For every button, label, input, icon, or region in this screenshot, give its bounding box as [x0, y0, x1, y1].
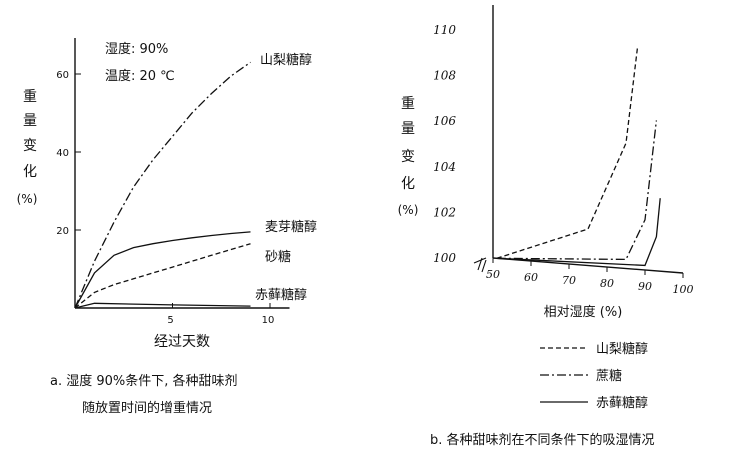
- series-line-2: [74, 243, 251, 309]
- x-axis-label: 经过天数: [154, 334, 210, 350]
- humidity-annotation: 湿度: 90%: [105, 41, 168, 57]
- series-line-0: [74, 61, 251, 309]
- y-tick-label: 100: [433, 251, 456, 265]
- series-line-0: [496, 48, 639, 259]
- series-label: 砂糖: [265, 249, 291, 265]
- legend-label: 赤藓糖醇: [596, 395, 648, 411]
- y-axis-label: 量: [23, 113, 37, 129]
- y-tick-label: 102: [433, 205, 456, 219]
- caption-b: b. 各种甜味剂在不同条件下的吸湿情况: [430, 432, 655, 448]
- y-axis-label: 化: [401, 176, 415, 192]
- series-label: 赤藓糖醇: [255, 287, 307, 303]
- y-tick-label: 60: [56, 70, 69, 81]
- series-line-1: [496, 120, 658, 261]
- axis-break-mark: [477, 257, 487, 273]
- y-tick-label: 20: [56, 226, 69, 237]
- y-axis-label: 重: [23, 89, 37, 105]
- x-tick-label: 100: [673, 283, 694, 296]
- x-tick-label: 60: [524, 271, 538, 284]
- x-axis: [492, 257, 684, 274]
- legend-label: 蔗糖: [596, 368, 622, 384]
- axis-break-mark: [473, 257, 487, 264]
- caption-a-line2: 随放置时间的增重情况: [82, 400, 212, 416]
- temperature-annotation: 温度: 20 ℃: [105, 68, 175, 84]
- x-tick-label: 80: [600, 277, 614, 290]
- series-line-1: [74, 231, 251, 309]
- y-tick-label: 40: [56, 148, 69, 159]
- y-axis-label: (%): [398, 203, 419, 217]
- y-axis-label: 变: [23, 138, 37, 154]
- legend-label: 山梨糖醇: [596, 341, 648, 357]
- caption-a-line1: a. 湿度 90%条件下, 各种甜味剂: [50, 373, 238, 389]
- y-axis-label: (%): [17, 192, 38, 206]
- y-tick-label: 106: [433, 114, 456, 128]
- series-line-3: [74, 302, 251, 309]
- x-tick-label: 90: [638, 280, 652, 293]
- y-axis-label: 化: [23, 164, 37, 180]
- y-tick-label: 108: [433, 69, 456, 83]
- y-axis-label: 量: [401, 121, 415, 137]
- series-label: 山梨糖醇: [260, 52, 312, 68]
- y-axis-label: 重: [401, 96, 415, 112]
- y-tick-label: 104: [433, 160, 456, 174]
- y-axis-label: 变: [401, 149, 415, 165]
- x-axis-label: 相对湿度 (%): [544, 304, 623, 320]
- x-tick-label: 5: [167, 315, 173, 326]
- x-tick-label: 70: [562, 274, 576, 287]
- x-tick-label: 10: [262, 315, 275, 326]
- series-label: 麦芽糖醇: [265, 219, 317, 235]
- series-line-2: [496, 198, 661, 267]
- y-tick-label: 110: [433, 23, 456, 37]
- x-tick-label: 50: [486, 268, 500, 281]
